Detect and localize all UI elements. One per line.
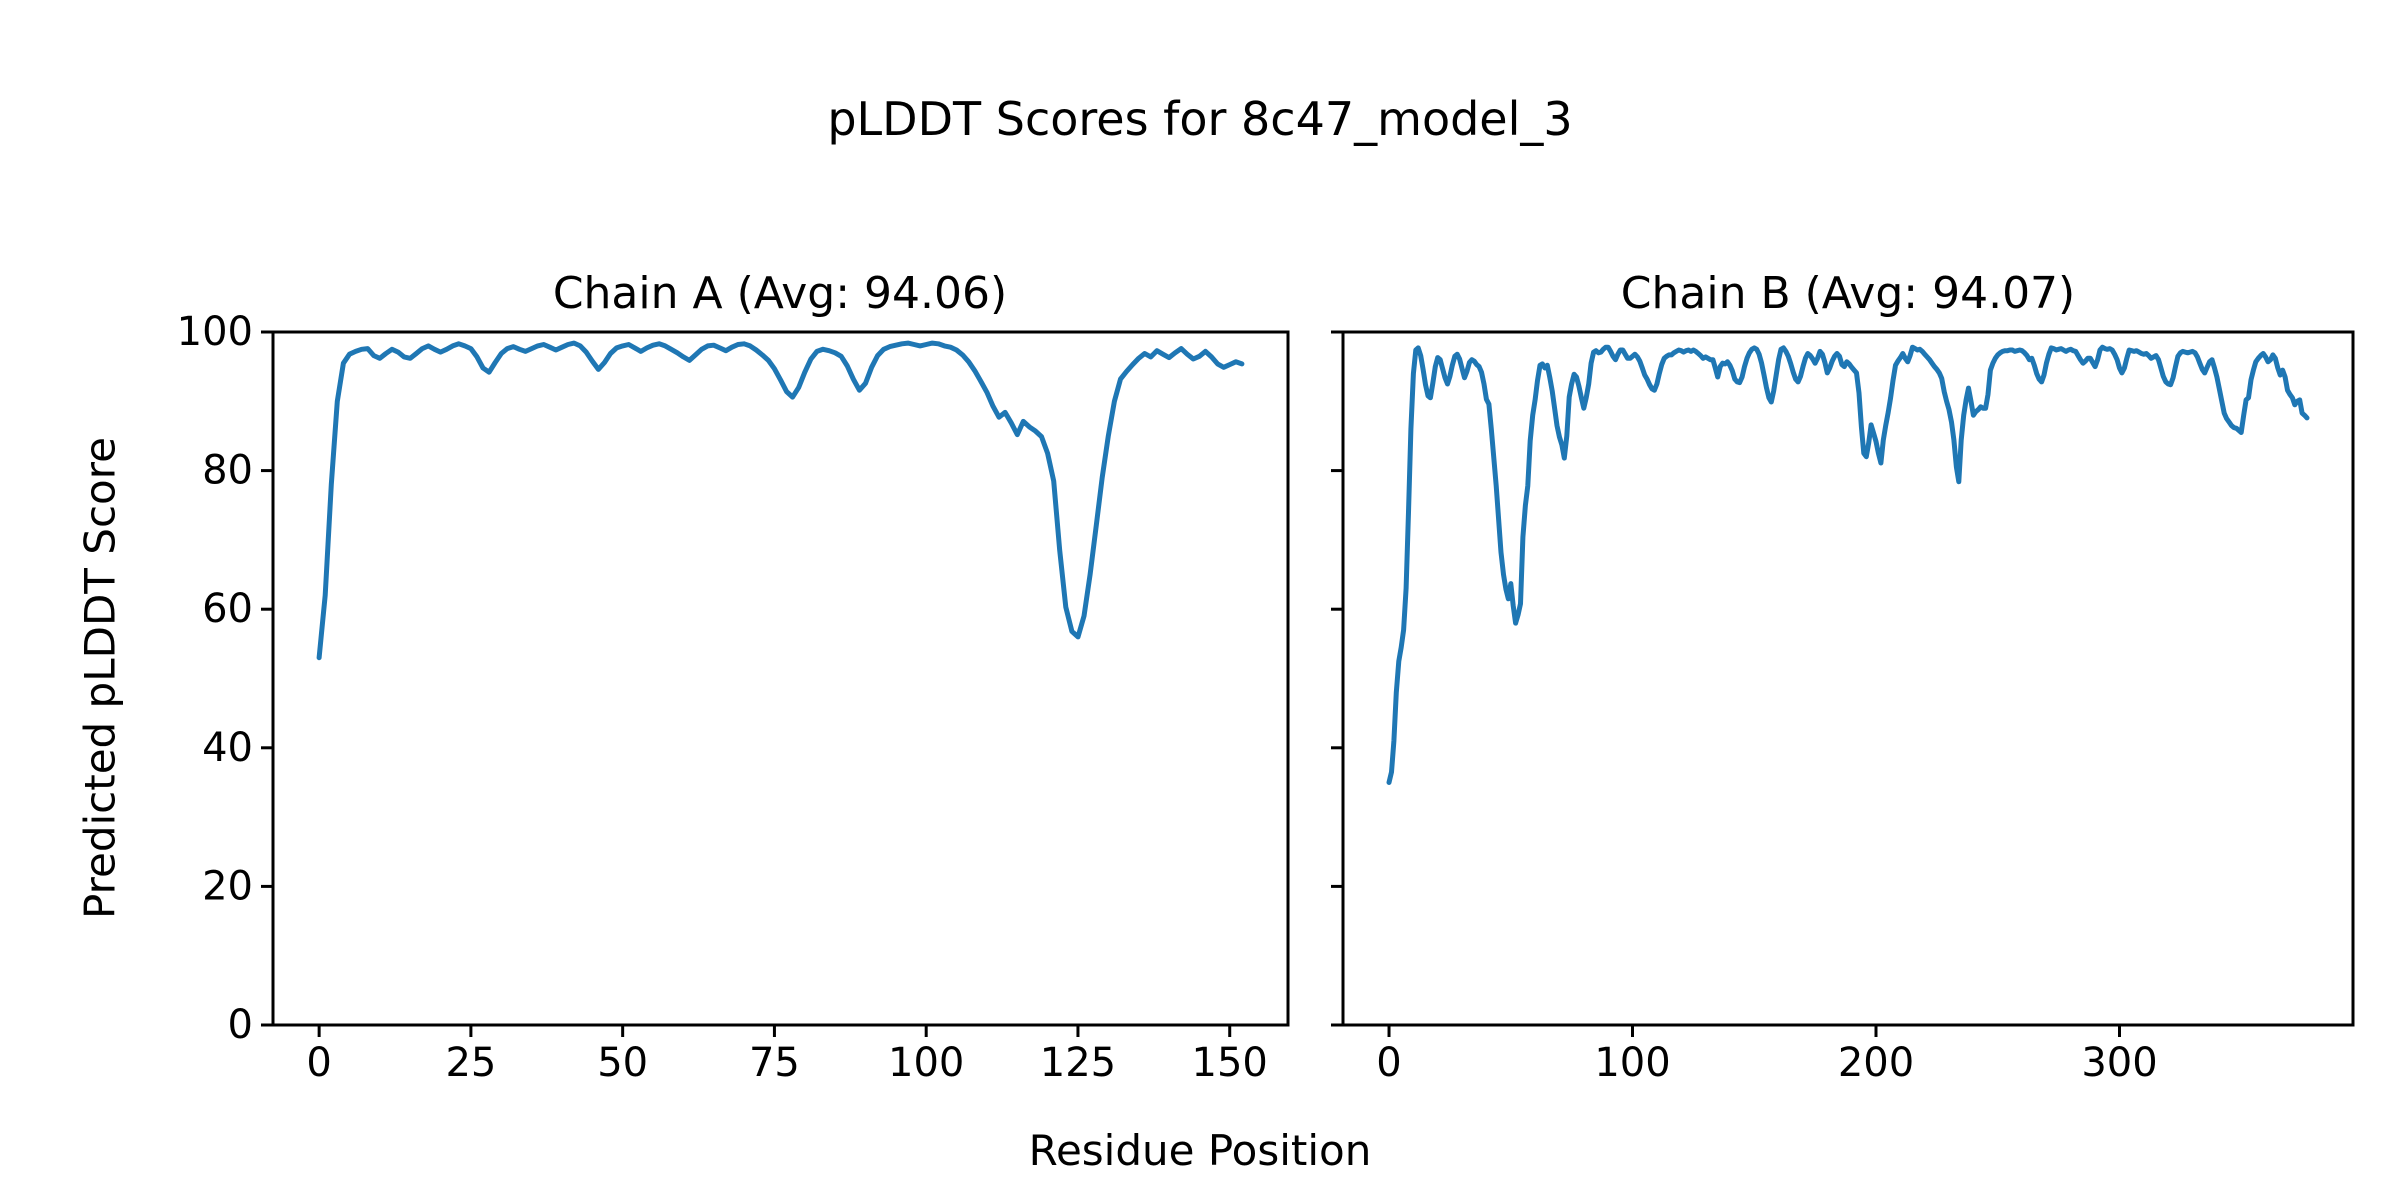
y-tick-label-chain-a: 40 [202,725,253,771]
axes-chain-a: 0 25 50 75 100 125 150 0 20 40 60 80 100 [177,309,1290,1086]
plddt-line-chain-b [1386,344,2310,785]
chain-a-subplot-title: Chain A (Avg: 94.06) [552,268,1008,319]
axes-chain-b: 0 100 200 300 [1331,330,2355,1086]
x-tick-label-chain-a: 100 [888,1040,964,1086]
axes-spines-chain-b [1341,330,2355,1027]
x-tick-label-chain-b: 0 [1376,1040,1401,1086]
x-tick-label-chain-b: 200 [1838,1040,1914,1086]
y-tick-label-chain-a: 80 [202,448,253,494]
x-tick-label-chain-a: 75 [749,1040,800,1086]
x-tick-label-chain-b: 100 [1594,1040,1670,1086]
x-tick-label-chain-a: 150 [1192,1040,1268,1086]
x-tick-label-chain-a: 0 [306,1040,331,1086]
x-tick-label-chain-b: 300 [2081,1040,2157,1086]
x-tick-label-chain-a: 25 [445,1040,496,1086]
y-tick-label-chain-a: 20 [202,863,253,909]
chain-b-subplot-title: Chain B (Avg: 94.07) [1620,268,2076,319]
plddt-line-chain-a [316,340,1245,661]
x-axis-label: Residue Position [1028,1126,1372,1175]
figure-title: pLDDT Scores for 8c47_model_3 [827,92,1573,146]
y-tick-label-chain-a: 60 [202,586,253,632]
axes-spines-chain-a [271,330,1290,1027]
y-tick-label-chain-a: 100 [177,309,253,355]
x-tick-label-chain-a: 125 [1040,1040,1116,1086]
x-tick-label-chain-a: 50 [597,1040,648,1086]
y-tick-label-chain-a: 0 [228,1002,253,1048]
